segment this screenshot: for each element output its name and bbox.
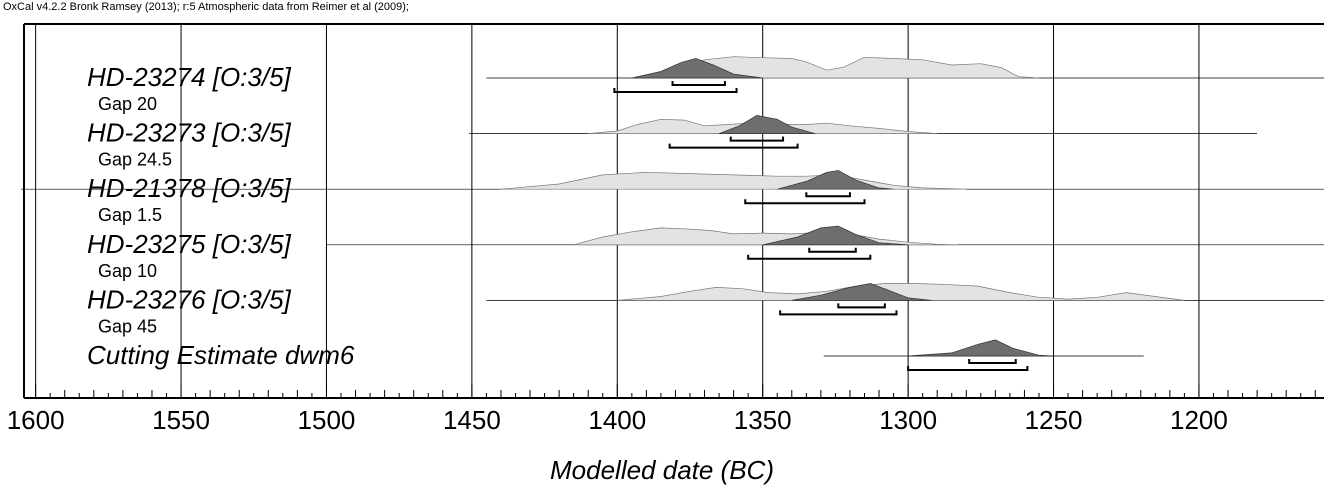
range-68-cutting-estimate-dwm6	[968, 359, 1017, 364]
posterior-distribution-hd-23276-o-3-5	[791, 283, 932, 301]
sample-label-hd-21378-o-3-5: HD-21378 [O:3/5]	[87, 173, 292, 203]
range-95-cutting-estimate-dwm6	[907, 366, 1029, 371]
tick-label-1250: 1250	[1025, 405, 1083, 435]
posterior-distribution-hd-23273-o-3-5	[718, 115, 816, 134]
range-68-hd-23274-o-3-5	[671, 81, 726, 86]
tick-label-1600: 1600	[7, 405, 65, 435]
tick-label-1450: 1450	[443, 405, 501, 435]
likelihood-distribution-hd-21378-o-3-5	[500, 171, 967, 190]
range-68-hd-23275-o-3-5	[808, 247, 857, 253]
likelihood-distribution-hd-23275-o-3-5	[573, 227, 958, 246]
range-95-hd-23273-o-3-5	[668, 143, 799, 149]
gap-label-hd-23274-o-3-5: Gap 20	[98, 94, 157, 114]
likelihood-distribution-hd-23274-o-3-5	[646, 56, 1040, 79]
tick-label-1500: 1500	[298, 405, 356, 435]
range-95-hd-21378-o-3-5	[744, 199, 866, 205]
tick-label-1550: 1550	[152, 405, 210, 435]
range-68-hd-23273-o-3-5	[729, 136, 785, 142]
sample-label-hd-23275-o-3-5: HD-23275 [O:3/5]	[87, 229, 292, 259]
gap-label-hd-23276-o-3-5: Gap 45	[98, 316, 157, 336]
sample-label-hd-23273-o-3-5: HD-23273 [O:3/5]	[87, 118, 292, 148]
range-95-hd-23275-o-3-5	[747, 254, 872, 260]
posterior-distribution-hd-21378-o-3-5	[777, 170, 894, 190]
likelihood-distribution-hd-23276-o-3-5	[617, 283, 1185, 301]
range-95-hd-23274-o-3-5	[613, 88, 738, 93]
range-95-hd-23276-o-3-5	[779, 310, 898, 316]
posterior-distribution-hd-23275-o-3-5	[762, 225, 909, 246]
posterior-distribution-cutting-estimate-dwm6	[908, 339, 1054, 357]
tick-label-1300: 1300	[879, 405, 937, 435]
tick-label-1350: 1350	[734, 405, 792, 435]
sample-label-hd-23274-o-3-5: HD-23274 [O:3/5]	[87, 62, 292, 92]
tick-label-1400: 1400	[588, 405, 646, 435]
sample-label-hd-23276-o-3-5: HD-23276 [O:3/5]	[87, 284, 292, 314]
tick-label-1200: 1200	[1170, 405, 1228, 435]
range-68-hd-23276-o-3-5	[837, 303, 886, 309]
gap-label-hd-21378-o-3-5: Gap 1.5	[98, 205, 162, 225]
sample-label-cutting-estimate-dwm6: Cutting Estimate dwm6	[87, 340, 355, 370]
gap-label-hd-23275-o-3-5: Gap 10	[98, 261, 157, 281]
attribution-text: OxCal v4.2.2 Bronk Ramsey (2013); r:5 At…	[3, 1, 409, 13]
gap-label-hd-23273-o-3-5: Gap 24.5	[98, 150, 172, 170]
x-axis-label: Modelled date (BC)	[550, 455, 774, 485]
range-68-hd-21378-o-3-5	[805, 192, 851, 198]
posterior-distribution-hd-23274-o-3-5	[631, 58, 763, 79]
